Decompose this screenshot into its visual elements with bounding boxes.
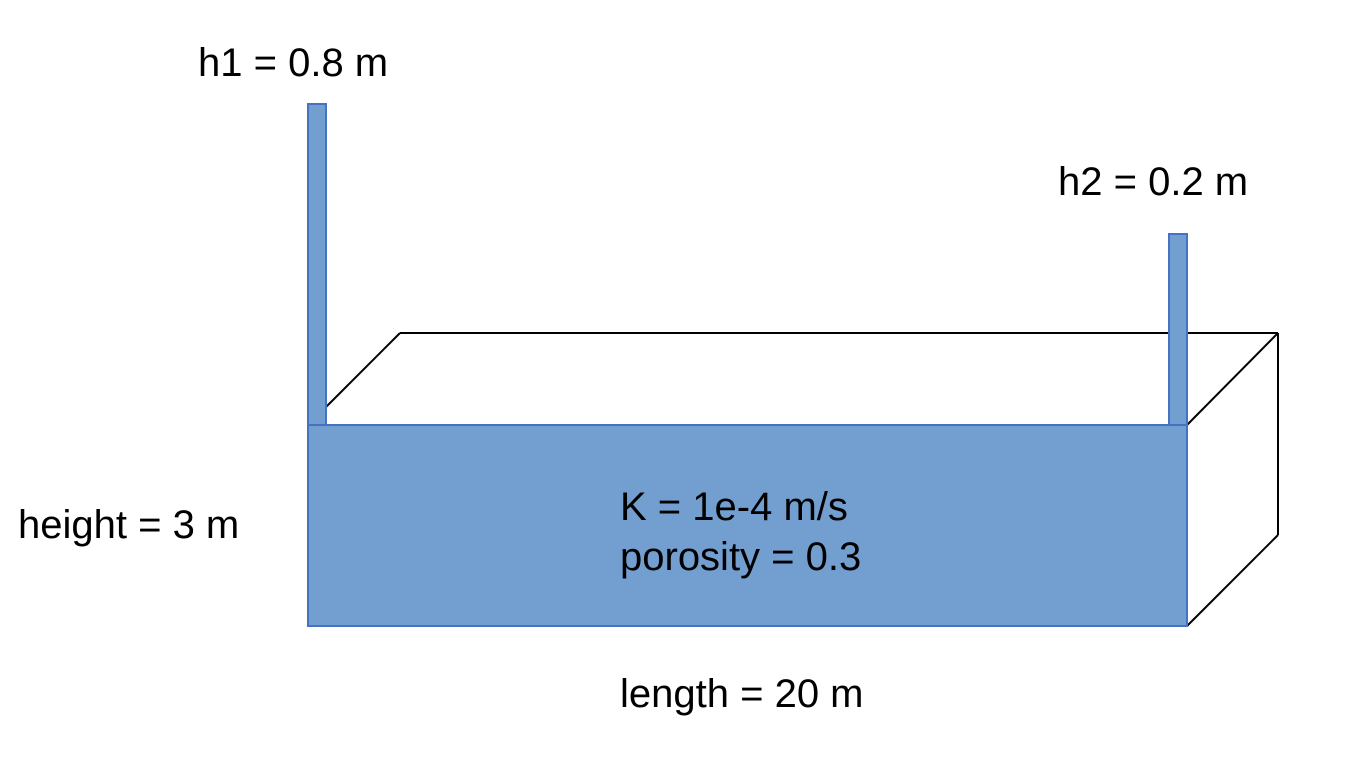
height-label: height = 3 m: [18, 503, 239, 547]
left-piezometer-tube: [307, 103, 327, 426]
conductivity-label: K = 1e-4 m/s: [620, 485, 848, 529]
h2-label: h2 = 0.2 m: [1058, 160, 1248, 204]
length-label: length = 20 m: [620, 672, 864, 716]
top-left-depth-edge: [325, 332, 401, 408]
aquifer-front-face: [307, 424, 1188, 627]
right-piezometer-tube: [1168, 233, 1188, 426]
top-right-depth-edge: [1186, 332, 1279, 426]
box-outline: [325, 332, 1279, 627]
porosity-label: porosity = 0.3: [620, 535, 861, 579]
h1-label: h1 = 0.8 m: [198, 41, 388, 85]
bottom-right-depth-edge: [1186, 534, 1279, 627]
